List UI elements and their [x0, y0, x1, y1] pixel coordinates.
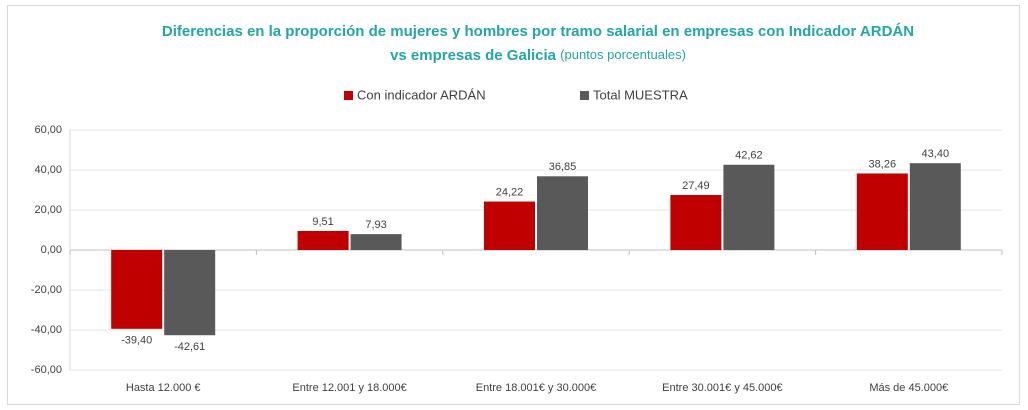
- legend-swatch: [580, 91, 589, 100]
- bar: [350, 234, 402, 250]
- legend-label: Con indicador ARDÁN: [357, 87, 486, 102]
- value-label: 27,49: [682, 180, 710, 192]
- chart-subtitle: (puntos porcentuales): [560, 47, 686, 62]
- bar: [484, 201, 535, 250]
- value-label: 43,40: [922, 148, 950, 160]
- x-tick-label: Más de 45.000€: [869, 382, 948, 394]
- value-label: 42,62: [735, 150, 763, 162]
- chart-title-line: vs empresas de Galicia (puntos porcentua…: [390, 47, 686, 64]
- bar: [537, 176, 588, 250]
- y-tick-label: 0,00: [41, 244, 62, 256]
- value-label: -42,61: [174, 341, 205, 353]
- y-tick-label: -40,00: [31, 324, 62, 336]
- y-tick-label: 60,00: [34, 124, 62, 136]
- x-tick-label: Entre 18.001€ y 30.000€: [476, 382, 596, 394]
- bar: [297, 230, 349, 250]
- x-tick-label: Entre 12.001 y 18.000€: [292, 382, 406, 394]
- bar: [164, 250, 216, 336]
- value-label: 36,85: [549, 161, 577, 173]
- value-label: -39,40: [121, 335, 152, 347]
- chart-title: Diferencias en la proporción de mujeres …: [162, 23, 914, 40]
- legend-label: Total MUESTRA: [593, 87, 688, 102]
- chart-title: vs empresas de Galicia: [390, 47, 557, 64]
- y-tick-label: 40,00: [34, 164, 62, 176]
- bar: [856, 173, 908, 250]
- bar: [111, 250, 163, 329]
- bar: [909, 163, 961, 250]
- value-label: 7,93: [365, 219, 386, 231]
- x-tick-label: Entre 30.001€ y 45.000€: [662, 382, 782, 394]
- value-label: 24,22: [496, 186, 524, 198]
- x-tick-label: Hasta 12.000 €: [126, 382, 201, 394]
- value-label: 9,51: [312, 216, 333, 228]
- y-tick-label: -60,00: [31, 364, 62, 376]
- legend-swatch: [344, 91, 353, 100]
- y-tick-label: -20,00: [31, 284, 62, 296]
- value-label: 38,26: [869, 158, 897, 170]
- bar: [670, 195, 722, 250]
- y-tick-label: 20,00: [34, 204, 62, 216]
- bar: [723, 164, 775, 250]
